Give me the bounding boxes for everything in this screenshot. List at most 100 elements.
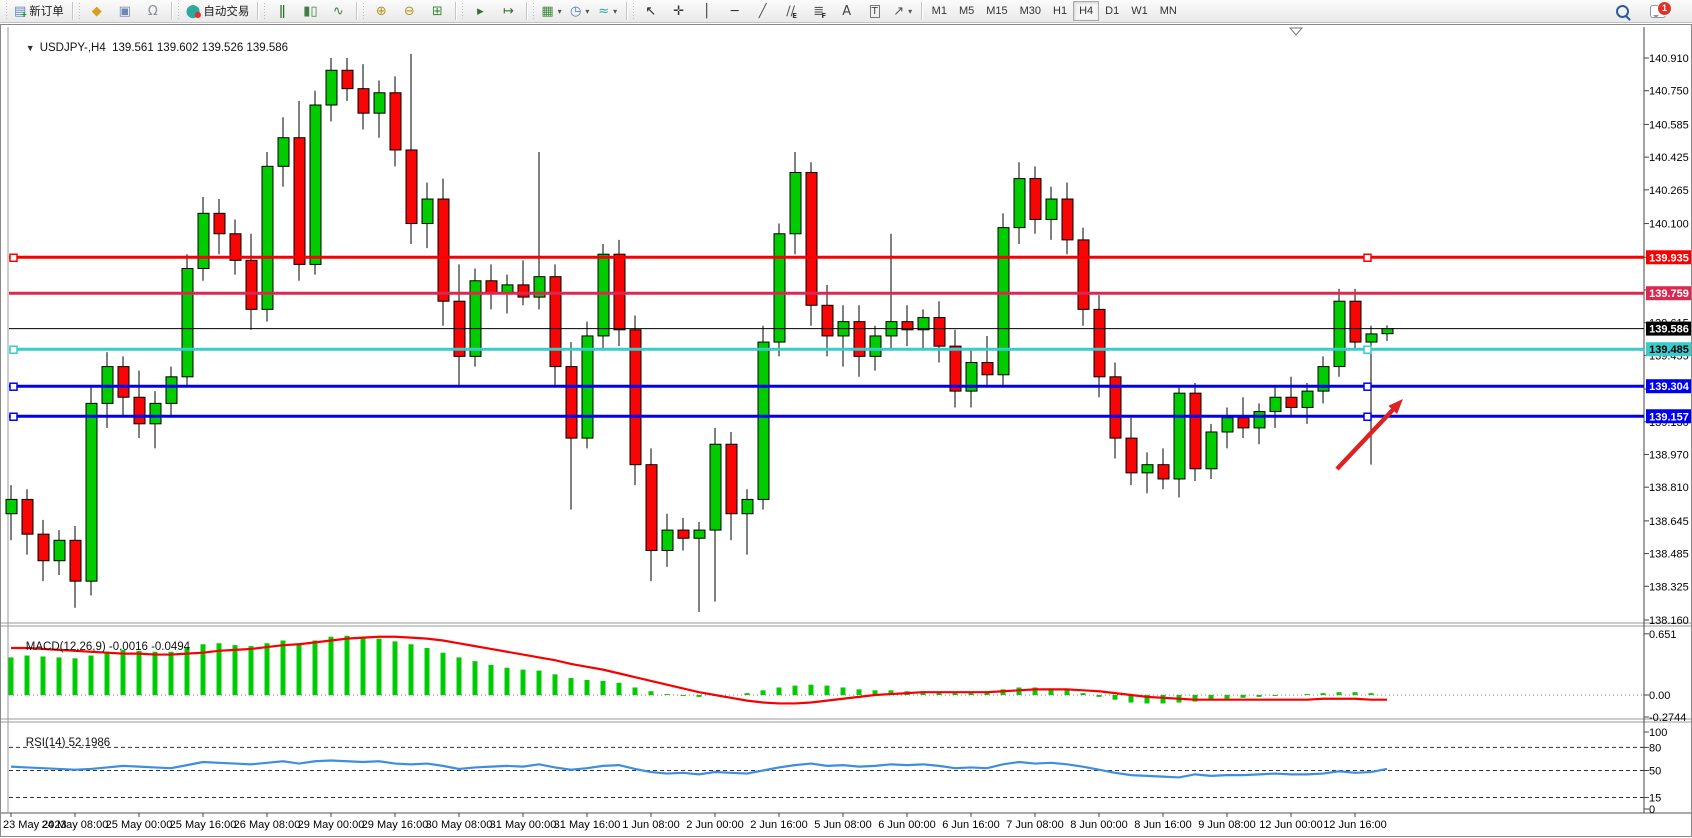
deposit-icon-button[interactable]: ◆: [83, 0, 111, 22]
bar-chart-button[interactable]: ǁ: [268, 0, 296, 22]
svg-text:8 Jun 16:00: 8 Jun 16:00: [1134, 819, 1192, 831]
price-badge-139.935: [1646, 250, 1691, 265]
chart-shift-marker[interactable]: [1288, 27, 1304, 36]
svg-text:140.585: 140.585: [1649, 119, 1689, 131]
trend-arrow[interactable]: [1335, 399, 1403, 471]
trendline-icon: ╱: [758, 3, 767, 19]
sounds-icon-button[interactable]: Ω: [139, 0, 167, 22]
chart-shift-button[interactable]: ↦: [494, 0, 522, 22]
trendline-button[interactable]: ╱: [749, 0, 777, 22]
chart-collapse-icon[interactable]: ▼: [25, 43, 35, 53]
svg-text:50: 50: [1649, 766, 1661, 778]
timeframe-h4-button[interactable]: H4: [1073, 1, 1100, 21]
symbol-title: ▼ USDJPY-,H4 139.561 139.602 139.526 139.…: [13, 30, 288, 66]
svg-text:138.645: 138.645: [1649, 516, 1689, 528]
terminal-icon-button[interactable]: ▣: [111, 0, 139, 22]
price-badge-139.157: [1646, 409, 1691, 424]
zoom-out-button[interactable]: ⊖: [395, 0, 423, 22]
deposit-icon-icon: ◆: [91, 3, 102, 19]
symbol-quote: 139.561 139.602 139.526 139.586: [112, 42, 289, 54]
auto-scroll-icon: ▸: [477, 3, 484, 19]
rsi-pane: 100 80 50 150: [9, 727, 1667, 816]
svg-text:26 May 08:00: 26 May 08:00: [234, 819, 301, 831]
line-handle: [1363, 253, 1372, 263]
equidistant-channel-icon: ∕∕ E: [786, 3, 798, 20]
svg-text:24 May 08:00: 24 May 08:00: [42, 819, 109, 831]
timeframe-m15-button[interactable]: M15: [986, 5, 1008, 17]
line-handle: [9, 382, 18, 391]
text-icon: A: [842, 3, 852, 19]
new-chart-button[interactable]: ▦ ▾: [537, 0, 565, 22]
svg-text:0.00: 0.00: [1649, 690, 1670, 702]
auto-scroll-button[interactable]: ▸: [466, 0, 494, 22]
timeframe-m30-button[interactable]: M30: [1019, 5, 1042, 17]
candlesticks: [5, 53, 1394, 612]
auto-trading-button[interactable]: ⬤ ● 自动交易: [182, 0, 254, 22]
horizontal-line-button[interactable]: ─: [721, 0, 749, 22]
indicators-button[interactable]: ≈ ▾: [594, 0, 622, 22]
price-badge-139.304: [1646, 379, 1691, 394]
chevron-down-icon: ▾: [908, 6, 913, 16]
crosshair-icon: ✛: [673, 3, 685, 19]
vertical-line-button[interactable]: │: [693, 0, 721, 22]
svg-text:100: 100: [1649, 727, 1667, 739]
svg-text:139.586: 139.586: [1649, 324, 1689, 336]
chart-window[interactable]: ▼ USDJPY-,H4 139.561 139.602 139.526 139.…: [0, 24, 1692, 837]
line-handle: [1363, 412, 1372, 422]
timeframe-m1-button[interactable]: M1: [931, 5, 947, 17]
zoom-in-button[interactable]: ⊕: [367, 0, 395, 22]
text-button[interactable]: A: [833, 0, 861, 22]
svg-text:0.651: 0.651: [1649, 629, 1677, 641]
arrows-button[interactable]: ↗ ▾: [889, 0, 917, 22]
svg-text:138.160: 138.160: [1649, 615, 1689, 627]
timeframe-w1-button[interactable]: W1: [1131, 5, 1148, 17]
chart-canvas[interactable]: 140.910 140.750 140.585 140.425 140.265 140.1…: [1, 25, 1691, 836]
chevron-down-icon: ▾: [585, 6, 590, 16]
notifications-button[interactable]: 1: [1644, 0, 1672, 22]
line-handle: [1363, 345, 1372, 354]
tile-windows-button[interactable]: ⊞: [423, 0, 451, 22]
zoom-in-icon: ⊕: [375, 3, 387, 19]
cursor-button[interactable]: ↖: [637, 0, 665, 22]
svg-text:138.485: 138.485: [1649, 549, 1689, 561]
period-button[interactable]: ◷ ▾: [566, 0, 594, 22]
svg-text:29 May 16:00: 29 May 16:00: [362, 819, 429, 831]
svg-text:25 May 16:00: 25 May 16:00: [170, 819, 237, 831]
equidistant-channel-button[interactable]: ∕∕ E: [777, 0, 805, 22]
new-order-icon: ▤ +: [14, 3, 28, 19]
main-toolbar: ▤ + 新订单 ◆ ▣ Ω ⬤ ● 自动交易 ǁ ▮▯ ∿ ⊕ ⊖ ⊞ ▸ ↦ ▦ ▾ ◷ ▾ ≈ ▾ ↖ ✛ │ ─ ╱ ∕∕ E ≣ F A…: [0, 0, 1692, 23]
macd-pane: 0.651 0.00 -0.2744: [8, 629, 1686, 724]
vertical-line-icon: │: [702, 3, 711, 19]
timeframe-d1-button[interactable]: D1: [1105, 5, 1120, 17]
svg-text:0: 0: [1649, 804, 1655, 816]
timeframe-h1-button[interactable]: H1: [1053, 5, 1068, 17]
svg-text:31 May 00:00: 31 May 00:00: [490, 819, 557, 831]
horizontal-line-icon: ─: [730, 3, 739, 19]
price-axis[interactable]: 140.910 140.750 140.585 140.425 140.265 140.1…: [1644, 53, 1691, 627]
timeframe-mn-button[interactable]: MN: [1159, 5, 1177, 17]
svg-text:6 Jun 00:00: 6 Jun 00:00: [878, 819, 936, 831]
svg-text:12 Jun 16:00: 12 Jun 16:00: [1323, 819, 1387, 831]
search-button[interactable]: [1608, 0, 1636, 22]
fibonacci-button[interactable]: ≣ F: [805, 0, 833, 22]
line-chart-button[interactable]: ∿: [324, 0, 352, 22]
svg-text:139.485: 139.485: [1649, 344, 1689, 356]
svg-text:140.750: 140.750: [1649, 86, 1689, 98]
new-order-button[interactable]: ▤ + 新订单: [10, 0, 68, 22]
svg-text:25 May 00:00: 25 May 00:00: [106, 819, 173, 831]
svg-text:6 Jun 16:00: 6 Jun 16:00: [942, 819, 1000, 831]
timeframe-m5-button[interactable]: M5: [958, 5, 975, 17]
crosshair-button[interactable]: ✛: [665, 0, 693, 22]
line-handle: [9, 412, 18, 422]
candlestick-chart-button[interactable]: ▮▯: [296, 0, 324, 22]
arrows-icon: ↗: [893, 3, 905, 19]
text-label-button[interactable]: T: [861, 0, 889, 22]
price-badge-139.759: [1646, 286, 1691, 301]
price-lines[interactable]: [9, 253, 1644, 422]
svg-text:138.325: 138.325: [1649, 581, 1689, 593]
svg-text:80: 80: [1649, 742, 1661, 754]
svg-text:140.910: 140.910: [1649, 53, 1689, 65]
svg-text:7 Jun 08:00: 7 Jun 08:00: [1006, 819, 1064, 831]
notification-count-badge: 1: [1657, 0, 1672, 16]
